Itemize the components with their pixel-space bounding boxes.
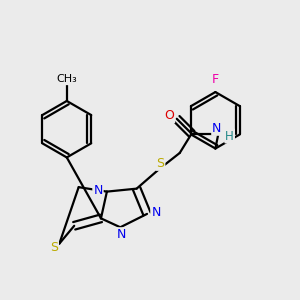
Text: F: F (212, 73, 219, 86)
Text: N: N (93, 184, 103, 196)
Text: O: O (164, 109, 174, 122)
Text: S: S (50, 241, 58, 254)
Text: CH₃: CH₃ (56, 74, 77, 84)
Text: S: S (156, 157, 164, 170)
Text: N: N (212, 122, 222, 135)
Text: N: N (151, 206, 160, 219)
Text: N: N (117, 228, 127, 241)
Text: H: H (225, 130, 234, 142)
